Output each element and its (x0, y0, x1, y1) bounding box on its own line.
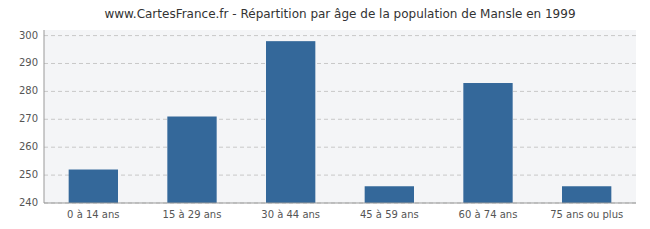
x-tick-label: 0 à 14 ans (67, 209, 119, 220)
y-tick-label: 290 (19, 57, 38, 68)
bar (69, 170, 118, 203)
bar (266, 41, 315, 203)
bars (69, 41, 612, 203)
bar (463, 83, 512, 203)
grid-line (44, 175, 636, 176)
x-tick-label: 75 ans ou plus (550, 209, 623, 220)
x-tick-label: 60 à 74 ans (459, 209, 518, 220)
grid (44, 36, 636, 203)
grid-line (44, 147, 636, 148)
y-tick-label: 300 (19, 30, 38, 41)
y-tick-label: 260 (19, 141, 38, 152)
y-tick-labels: 240 250 260 270 280 290 300 (19, 30, 38, 208)
x-tick-label: 15 à 29 ans (163, 209, 222, 220)
plot-background (44, 30, 636, 203)
y-tick-label: 270 (19, 113, 38, 124)
bar (562, 186, 611, 203)
y-tick-label: 250 (19, 169, 38, 180)
x-tick-label: 45 à 59 ans (360, 209, 419, 220)
x-tick-labels: 0 à 14 ans 15 à 29 ans 30 à 44 ans 45 à 59 … (67, 209, 623, 220)
x-tick-label: 30 à 44 ans (261, 209, 320, 220)
grid-line (44, 63, 636, 64)
grid-line (44, 35, 636, 36)
axes (44, 30, 636, 203)
y-tick-label: 240 (19, 197, 38, 208)
chart-svg: 240 250 260 270 280 290 300 0 à 14 ans 15 à 29 a… (0, 0, 650, 229)
grid-line (44, 203, 636, 204)
x-axis-line (44, 203, 636, 204)
bar (167, 117, 216, 204)
chart-container: 240 250 260 270 280 290 300 0 à 14 ans 15 à 29 a… (0, 0, 650, 229)
bar (365, 186, 414, 203)
y-axis-line (44, 30, 45, 203)
grid-line (44, 119, 636, 120)
y-tick-label: 280 (19, 85, 38, 96)
grid-line (44, 91, 636, 92)
chart-title: www.CartesFrance.fr - Répartition par âg… (104, 7, 575, 21)
